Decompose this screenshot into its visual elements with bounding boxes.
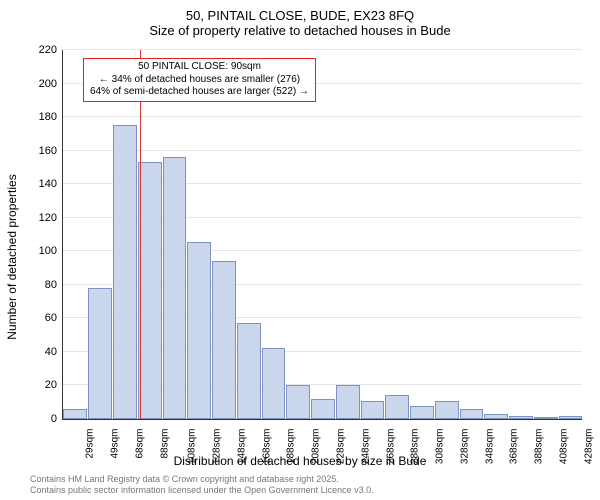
chart-title: 50, PINTAIL CLOSE, BUDE, EX23 8FQ bbox=[0, 0, 600, 23]
y-tick-label: 120 bbox=[39, 212, 63, 224]
y-tick-label: 140 bbox=[39, 178, 63, 190]
histogram-bar bbox=[311, 399, 335, 419]
histogram-bar bbox=[484, 414, 508, 419]
y-tick-label: 200 bbox=[39, 78, 63, 90]
histogram-bar bbox=[187, 242, 211, 419]
chart-subtitle: Size of property relative to detached ho… bbox=[0, 23, 600, 42]
histogram-bar bbox=[262, 348, 286, 419]
histogram-bar bbox=[410, 406, 434, 419]
histogram-bar bbox=[163, 157, 187, 419]
plot-wrap: 02040608010012014016018020022029sqm49sqm… bbox=[62, 50, 582, 420]
y-tick-label: 40 bbox=[45, 346, 63, 358]
gridline bbox=[63, 150, 582, 151]
y-tick-label: 80 bbox=[45, 279, 63, 291]
histogram-bar bbox=[113, 125, 137, 419]
property-marker-line bbox=[140, 50, 141, 419]
y-tick-label: 180 bbox=[39, 111, 63, 123]
footer-attribution: Contains HM Land Registry data © Crown c… bbox=[30, 474, 374, 496]
histogram-bar bbox=[138, 162, 162, 419]
annotation-line: ← 34% of detached houses are smaller (27… bbox=[90, 74, 309, 87]
histogram-bar bbox=[435, 401, 459, 420]
histogram-bar bbox=[460, 409, 484, 419]
histogram-bar bbox=[237, 323, 261, 419]
y-tick-label: 160 bbox=[39, 145, 63, 157]
histogram-bar bbox=[88, 288, 112, 419]
histogram-bar bbox=[336, 385, 360, 419]
histogram-bar bbox=[361, 401, 385, 420]
histogram-bar bbox=[559, 416, 583, 419]
histogram-bar bbox=[534, 417, 558, 419]
footer-line-2: Contains public sector information licen… bbox=[30, 485, 374, 496]
y-tick-label: 20 bbox=[45, 379, 63, 391]
y-tick-label: 100 bbox=[39, 245, 63, 257]
annotation-box: 50 PINTAIL CLOSE: 90sqm← 34% of detached… bbox=[83, 58, 316, 102]
y-tick-label: 220 bbox=[39, 44, 63, 56]
y-axis-label: Number of detached properties bbox=[5, 174, 19, 339]
y-tick-label: 60 bbox=[45, 312, 63, 324]
histogram-bar bbox=[212, 261, 236, 419]
annotation-line: 64% of semi-detached houses are larger (… bbox=[90, 86, 309, 99]
y-tick-label: 0 bbox=[51, 413, 63, 425]
histogram-bar bbox=[63, 409, 87, 419]
gridline bbox=[63, 116, 582, 117]
footer-line-1: Contains HM Land Registry data © Crown c… bbox=[30, 474, 374, 485]
histogram-bar bbox=[385, 395, 409, 419]
histogram-bar bbox=[509, 416, 533, 419]
plot-area: 02040608010012014016018020022029sqm49sqm… bbox=[62, 50, 582, 420]
gridline bbox=[63, 49, 582, 50]
histogram-bar bbox=[286, 385, 310, 419]
annotation-line: 50 PINTAIL CLOSE: 90sqm bbox=[90, 61, 309, 74]
chart-container: 50, PINTAIL CLOSE, BUDE, EX23 8FQ Size o… bbox=[0, 0, 600, 500]
x-axis-label: Distribution of detached houses by size … bbox=[0, 454, 600, 468]
